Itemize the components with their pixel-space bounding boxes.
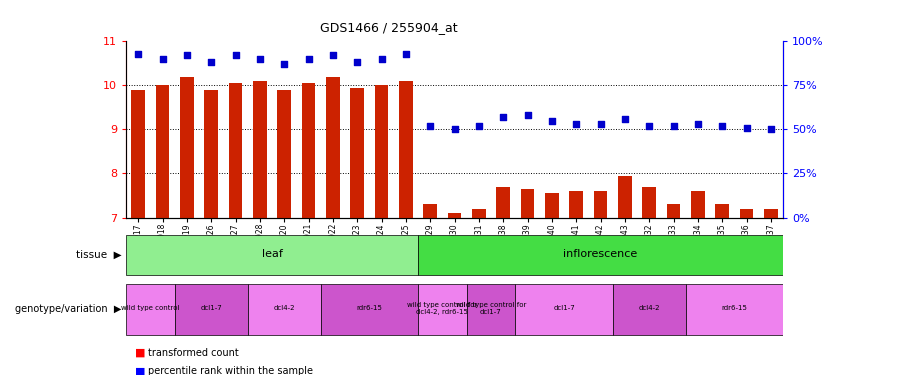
Point — [204, 59, 219, 65]
Bar — [320, 284, 418, 334]
Bar — [204, 90, 218, 218]
Bar — [126, 284, 175, 334]
Text: ■: ■ — [135, 366, 146, 375]
Point — [423, 123, 437, 129]
Point — [520, 112, 535, 118]
Bar — [156, 86, 169, 218]
Text: tissue  ▶: tissue ▶ — [76, 250, 122, 260]
Bar — [418, 284, 467, 334]
Bar — [277, 90, 291, 218]
Bar — [126, 235, 418, 275]
Bar — [618, 176, 632, 217]
Bar — [253, 81, 266, 218]
Text: rdr6-15: rdr6-15 — [356, 305, 382, 311]
Text: genotype/variation  ▶: genotype/variation ▶ — [15, 304, 122, 314]
Point — [472, 123, 486, 129]
Bar — [740, 209, 753, 218]
Bar — [716, 204, 729, 218]
Text: transformed count: transformed count — [148, 348, 239, 357]
Bar — [516, 284, 613, 334]
Bar — [497, 187, 510, 218]
Point — [131, 51, 146, 57]
Text: dcl1-7: dcl1-7 — [201, 305, 222, 311]
Bar — [399, 81, 412, 218]
Bar — [302, 83, 315, 218]
Point — [180, 53, 194, 58]
Bar — [175, 284, 248, 334]
Bar — [424, 204, 436, 218]
Point — [763, 126, 778, 132]
Bar — [613, 284, 686, 334]
Point — [739, 124, 753, 130]
Text: rdr6-15: rdr6-15 — [722, 305, 747, 311]
Text: dcl4-2: dcl4-2 — [638, 305, 660, 311]
Bar — [418, 235, 783, 275]
Text: inflorescence: inflorescence — [563, 249, 637, 259]
Point — [229, 53, 243, 58]
Bar — [594, 191, 608, 217]
Point — [447, 126, 462, 132]
Point — [326, 53, 340, 58]
Point — [642, 123, 656, 129]
Bar — [131, 90, 145, 218]
Point — [496, 114, 510, 120]
Text: dcl4-2: dcl4-2 — [274, 305, 295, 311]
Point — [399, 51, 413, 57]
Bar — [467, 284, 516, 334]
Point — [156, 56, 170, 62]
Bar — [691, 191, 705, 217]
Text: dcl1-7: dcl1-7 — [554, 305, 575, 311]
Point — [302, 56, 316, 62]
Bar — [472, 209, 485, 218]
Text: wild type control for
dcl4-2, rdr6-15: wild type control for dcl4-2, rdr6-15 — [407, 302, 478, 315]
Bar — [643, 187, 656, 218]
Bar — [667, 204, 680, 218]
Bar — [326, 76, 339, 218]
Text: wild type control for
dcl1-7: wild type control for dcl1-7 — [455, 302, 526, 315]
Bar — [229, 83, 242, 218]
Point — [617, 116, 632, 122]
Point — [544, 118, 559, 124]
Bar — [570, 191, 583, 217]
Bar — [521, 189, 535, 217]
Point — [569, 121, 583, 127]
Bar — [686, 284, 783, 334]
Text: wild type control: wild type control — [122, 305, 180, 311]
Text: ■: ■ — [135, 348, 146, 357]
Bar — [764, 209, 778, 218]
Point — [715, 123, 729, 129]
Text: leaf: leaf — [262, 249, 283, 259]
Bar — [180, 76, 194, 218]
Point — [277, 61, 292, 67]
Bar — [448, 213, 461, 217]
Bar — [248, 284, 320, 334]
Text: percentile rank within the sample: percentile rank within the sample — [148, 366, 313, 375]
Point — [374, 56, 389, 62]
Bar — [545, 193, 559, 217]
Text: GDS1466 / 255904_at: GDS1466 / 255904_at — [320, 21, 457, 34]
Point — [690, 121, 705, 127]
Point — [350, 59, 365, 65]
Bar — [374, 86, 388, 218]
Point — [666, 123, 680, 129]
Bar — [350, 87, 364, 218]
Point — [593, 121, 608, 127]
Point — [253, 56, 267, 62]
